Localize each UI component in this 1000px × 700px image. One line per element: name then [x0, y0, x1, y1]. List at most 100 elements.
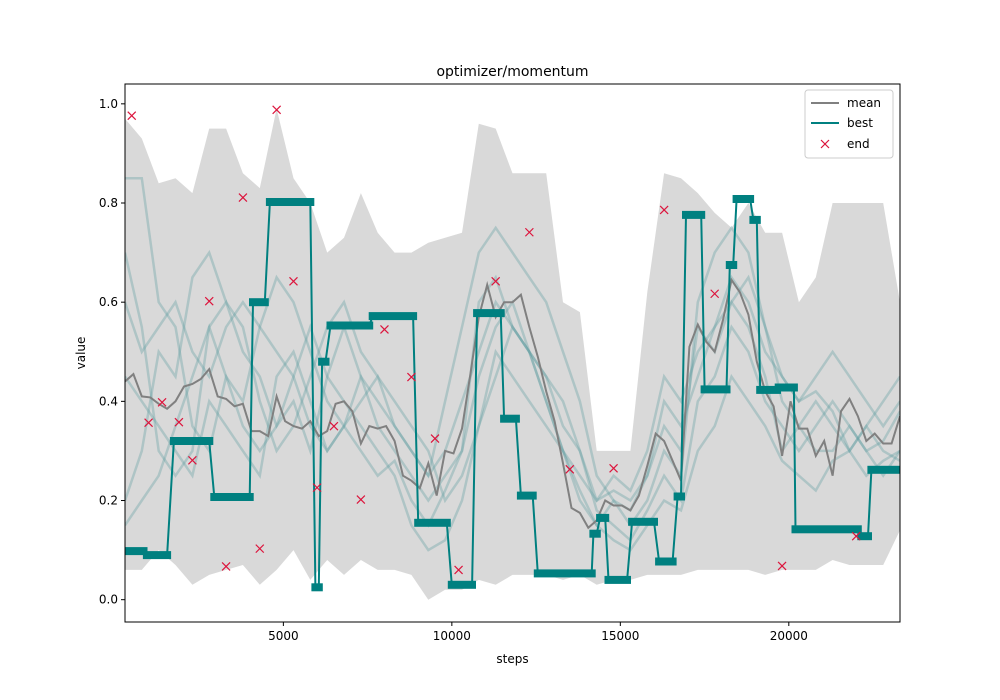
end-marker-stroke: [356, 495, 366, 504]
y-tick-label-1: 0.2: [99, 494, 118, 508]
best-marker-15: [533, 569, 596, 578]
best-marker-1: [142, 551, 172, 560]
best-marker-7: [318, 357, 330, 366]
best-marker-5: [265, 198, 315, 206]
best-marker-2: [169, 437, 214, 445]
legend-end-label: end: [847, 137, 870, 151]
end-marker-stroke: [127, 111, 137, 121]
best-marker-25: [732, 195, 755, 203]
end-marker-stroke: [144, 418, 154, 428]
y-axis: 0.0 0.2 0.4 0.6 0.8 1.0: [99, 97, 125, 607]
run-line-4: [125, 323, 900, 552]
end-marker-9: [272, 105, 282, 115]
best-marker-8: [326, 321, 374, 330]
best-marker-31: [867, 465, 900, 474]
y-tick-label-3: 0.6: [99, 295, 118, 309]
end-marker-stroke: [289, 276, 298, 286]
best-marker-12: [473, 309, 505, 318]
end-marker-stroke: [491, 276, 501, 286]
end-marker-18: [491, 276, 501, 286]
end-marker-22: [659, 205, 669, 215]
end-marker-2: [157, 397, 167, 407]
end-marker-stroke: [454, 565, 464, 575]
end-marker-17: [454, 565, 464, 575]
end-marker-13: [356, 495, 366, 504]
end-marker-16: [430, 434, 440, 443]
x-tick-label-2: 15000: [601, 629, 639, 643]
best-marker-23: [700, 385, 731, 394]
best-marker-27: [756, 385, 781, 394]
end-marker-stroke: [329, 421, 339, 431]
end-marker-stroke: [174, 417, 184, 427]
end-marker-25: [851, 531, 861, 541]
end-marker-stroke: [187, 455, 197, 465]
legend: mean best end: [804, 89, 894, 159]
end-marker-stroke: [710, 289, 720, 299]
end-marker-stroke: [157, 397, 167, 407]
best-marker-29: [791, 525, 862, 534]
end-marker-stroke: [272, 105, 282, 115]
run-line-5: [125, 274, 900, 503]
best-marker-30: [857, 532, 872, 541]
x-axis: 5000 10000 15000 20000: [268, 622, 808, 643]
end-marker-23: [710, 289, 720, 299]
best-marker-10: [414, 518, 451, 527]
best-marker-0: [125, 547, 148, 556]
end-marker-stroke: [406, 372, 416, 382]
end-marker-1: [144, 418, 154, 428]
end-marker-0: [127, 111, 137, 121]
y-axis-label: value: [74, 337, 88, 370]
end-marker-12: [329, 421, 339, 431]
end-marker-15: [406, 372, 416, 382]
x-tick-label-3: 20000: [770, 629, 808, 643]
end-marker-stroke: [777, 561, 787, 571]
legend-end-marker: [820, 139, 830, 149]
best-marker-22: [682, 210, 706, 219]
end-marker-stroke: [565, 464, 575, 474]
end-marker-stroke: [430, 434, 440, 443]
best-marker-20: [655, 557, 677, 566]
end-marker-stroke: [255, 544, 265, 554]
legend-best-label: best: [847, 116, 873, 130]
end-marker-stroke: [851, 531, 861, 541]
best-marker-19: [628, 517, 658, 526]
y-tick-label-0: 0.0: [99, 593, 118, 607]
x-tick-label-1: 10000: [433, 629, 471, 643]
mean-line: [125, 277, 900, 530]
best-marker-16: [589, 529, 601, 538]
end-marker-stroke: [204, 296, 214, 306]
end-marker-24: [777, 561, 787, 571]
best-marker-18: [604, 575, 631, 584]
end-marker-5: [204, 296, 214, 306]
end-marker-10: [289, 276, 298, 286]
run-line-2: [125, 249, 900, 504]
run-line-3: [125, 274, 900, 543]
end-marker-stroke: [312, 483, 322, 493]
end-marker-14: [380, 325, 389, 334]
best-marker-13: [500, 414, 520, 423]
y-tick-label-5: 1.0: [99, 97, 118, 111]
end-marker-6: [221, 562, 231, 571]
legend-mean-label: mean: [847, 96, 881, 110]
chart-title: optimizer/momentum: [436, 64, 588, 80]
end-marker-11: [312, 483, 322, 493]
x-tick-label-0: 5000: [268, 629, 299, 643]
end-marker-19: [524, 227, 534, 237]
end-marker-21: [609, 463, 619, 473]
best-marker-11: [447, 580, 476, 589]
best-marker-24: [725, 261, 738, 269]
best-marker-3: [210, 493, 254, 501]
best-marker-14: [516, 491, 537, 500]
end-marker-20: [565, 464, 575, 474]
end-marker-4: [187, 455, 197, 465]
best-marker-4: [249, 298, 269, 307]
end-marker-7: [238, 193, 248, 202]
end-marker-8: [255, 544, 265, 554]
run-line-1: [125, 176, 900, 528]
x-axis-label: steps: [496, 652, 528, 666]
legend-box: [804, 89, 894, 159]
end-marker-stroke: [221, 562, 231, 571]
range-band: [125, 108, 900, 600]
end-marker-stroke: [609, 463, 619, 473]
